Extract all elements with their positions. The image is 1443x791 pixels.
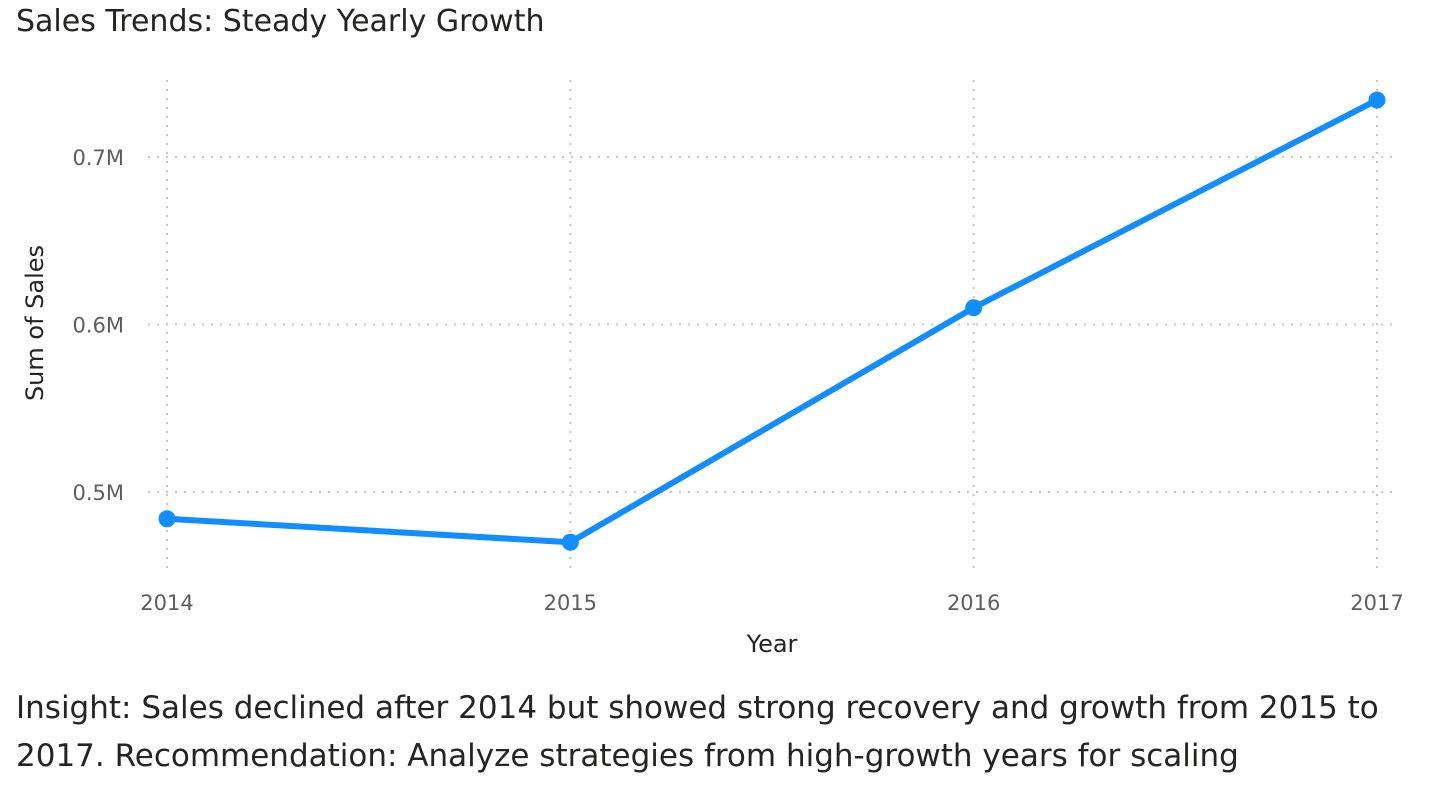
x-tick-label: 2015: [544, 591, 597, 615]
y-axis-title: Sum of Sales: [21, 245, 49, 401]
line-chart: 0.5M 0.6M 0.7M 2014 2015 2016 2017 Year Sum o…: [21, 80, 1404, 658]
y-axis-ticks: 0.5M 0.6M 0.7M: [72, 146, 124, 505]
data-point: [965, 299, 983, 317]
x-axis-ticks: 2014 2015 2016 2017: [140, 591, 1403, 615]
insight-text: Insight: Sales declined after 2014 but s…: [16, 690, 1379, 774]
y-tick-label: 0.7M: [72, 146, 124, 170]
x-tick-label: 2014: [140, 591, 193, 615]
series-line: [164, 97, 1380, 546]
data-point: [158, 510, 176, 528]
series-layer: [158, 91, 1386, 551]
x-tick-label: 2017: [1350, 591, 1403, 615]
chart-title: Sales Trends: Steady Yearly Growth: [16, 4, 545, 39]
data-point: [561, 533, 579, 551]
gridlines: [148, 80, 1395, 575]
y-tick-label: 0.5M: [72, 481, 124, 505]
x-axis-title: Year: [746, 630, 798, 658]
y-tick-label: 0.6M: [72, 314, 124, 338]
data-point: [1368, 91, 1386, 109]
x-tick-label: 2016: [947, 591, 1000, 615]
